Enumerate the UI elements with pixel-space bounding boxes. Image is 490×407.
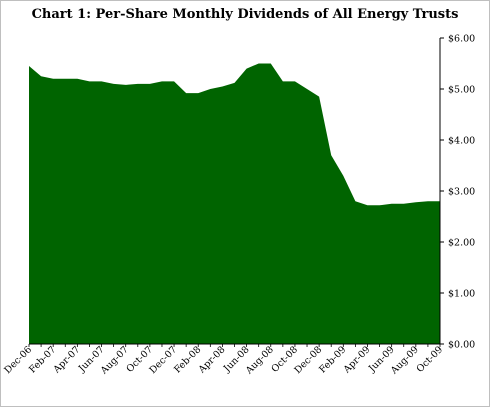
y-tick-label: $2.00 <box>448 238 475 249</box>
series-area <box>29 64 440 345</box>
x-tick-label: Apr-07 <box>51 344 83 376</box>
y-tick-label: $1.00 <box>448 289 475 300</box>
x-tick-label: Apr-09 <box>341 344 373 376</box>
y-tick-label: $0.00 <box>448 340 475 351</box>
y-tick-label: $4.00 <box>448 136 475 147</box>
y-tick-label: $3.00 <box>448 187 475 198</box>
x-tick-label: Apr-08 <box>196 344 228 376</box>
y-tick-label: $6.00 <box>448 34 475 45</box>
x-tick-label: Oct-09 <box>415 344 446 375</box>
y-tick-label: $5.00 <box>448 85 475 96</box>
